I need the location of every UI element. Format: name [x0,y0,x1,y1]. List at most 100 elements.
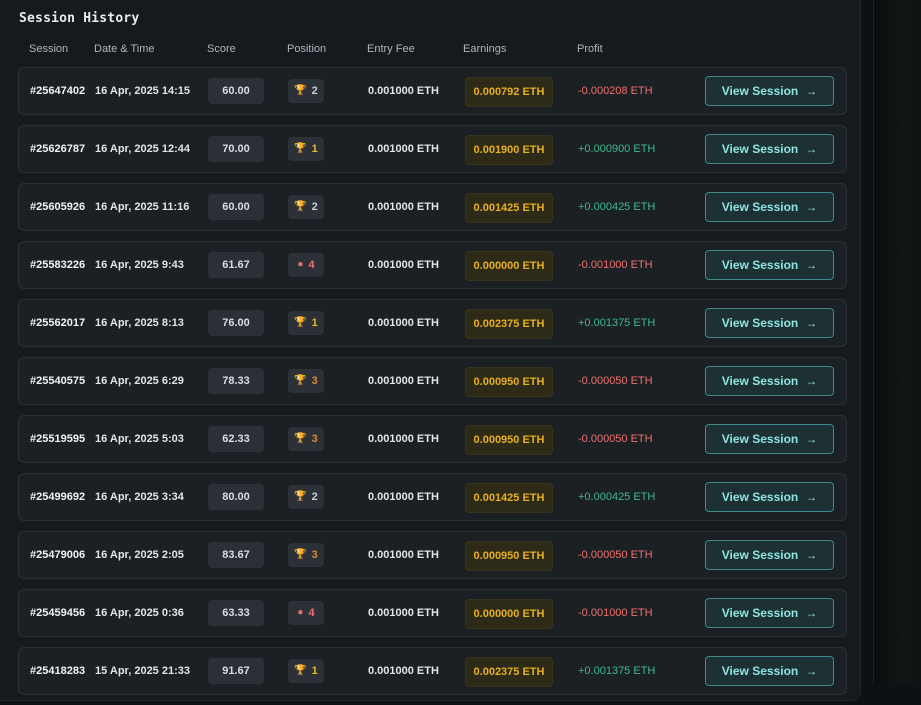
view-session-button[interactable]: View Session → [705,250,834,280]
earnings-badge: 0.000000 ETH [465,251,553,281]
view-session-label: View Session [721,84,799,98]
session-id: #25418283 [30,665,86,677]
view-session-label: View Session [721,664,799,678]
view-session-label: View Session [721,606,799,620]
profit-value: +0.000425 ETH [578,201,656,213]
position-value: 2 [311,491,318,503]
column-header-profit: Profit [577,43,603,55]
session-datetime: 16 Apr, 2025 11:16 [95,201,190,213]
column-header-position: Position [287,43,327,55]
view-session-button[interactable]: View Session → [705,192,834,222]
session-datetime: 16 Apr, 2025 2:05 [95,549,184,561]
column-header-entry-fee: Entry Fee [367,43,415,55]
session-datetime: 16 Apr, 2025 9:43 [95,259,184,271]
session-row: #25647402 16 Apr, 2025 14:15 60.00 🏆 2 0… [18,67,847,115]
score-badge: 91.67 [208,658,264,684]
session-id: #25583226 [30,259,86,271]
trophy-bronze-icon: 🏆 [294,433,307,444]
panel-title: Session History [19,11,140,26]
view-session-button[interactable]: View Session → [705,366,834,396]
session-datetime: 16 Apr, 2025 0:36 [95,607,184,619]
view-session-button[interactable]: View Session → [705,76,834,106]
arrow-right-icon: → [805,258,818,272]
trophy-bronze-icon: 🏆 [294,375,307,386]
profit-value: +0.000900 ETH [578,143,656,155]
view-session-label: View Session [721,374,799,388]
view-session-label: View Session [721,548,799,562]
column-header-session: Session [29,43,69,55]
arrow-right-icon: → [805,664,818,678]
earnings-badge: 0.001425 ETH [465,483,553,513]
position-value: 1 [311,665,318,677]
view-session-button[interactable]: View Session → [705,424,834,454]
session-list: #25647402 16 Apr, 2025 14:15 60.00 🏆 2 0… [18,67,847,705]
earnings-badge: 0.000000 ETH [465,599,553,629]
trophy-bronze-icon: 🏆 [294,549,307,560]
session-datetime: 16 Apr, 2025 3:34 [95,491,184,503]
trophy-silver-icon: 🏆 [294,201,307,212]
view-session-button[interactable]: View Session → [705,598,834,628]
session-id: #25499692 [30,491,86,503]
trophy-gold-icon: 🏆 [294,665,307,676]
no-place-icon: ● [297,259,304,270]
session-row: #25418283 15 Apr, 2025 21:33 91.67 🏆 1 0… [18,647,847,695]
session-datetime: 16 Apr, 2025 6:29 [95,375,184,387]
position-value: 1 [311,143,318,155]
position-badge: 🏆 3 [288,543,324,567]
arrow-right-icon: → [805,606,818,620]
position-badge: 🏆 2 [288,485,324,509]
arrow-right-icon: → [805,374,818,388]
score-badge: 60.00 [208,194,264,220]
profit-value: +0.000425 ETH [578,491,656,503]
session-row: #25540575 16 Apr, 2025 6:29 78.33 🏆 3 0.… [18,357,847,405]
session-id: #25459456 [30,607,86,619]
session-row: #25583226 16 Apr, 2025 9:43 61.67 ● 4 0.… [18,241,847,289]
earnings-badge: 0.000792 ETH [465,77,553,107]
position-value: 3 [311,549,318,561]
entry-fee: 0.001000 ETH [368,317,439,329]
position-value: 4 [308,607,315,619]
session-id: #25626787 [30,143,86,155]
profit-value: -0.001000 ETH [578,259,653,271]
view-session-button[interactable]: View Session → [705,656,834,686]
score-badge: 61.67 [208,252,264,278]
session-datetime: 15 Apr, 2025 21:33 [95,665,190,677]
session-datetime: 16 Apr, 2025 5:03 [95,433,184,445]
view-session-button[interactable]: View Session → [705,308,834,338]
view-session-label: View Session [721,258,799,272]
arrow-right-icon: → [805,84,818,98]
position-value: 2 [311,85,318,97]
view-session-label: View Session [721,316,799,330]
arrow-right-icon: → [805,548,818,562]
session-id: #25479006 [30,549,86,561]
session-datetime: 16 Apr, 2025 14:15 [95,85,190,97]
earnings-badge: 0.000950 ETH [465,425,553,455]
position-badge: 🏆 1 [288,659,324,683]
view-session-button[interactable]: View Session → [705,134,834,164]
session-row: #25499692 16 Apr, 2025 3:34 80.00 🏆 2 0.… [18,473,847,521]
column-header-earnings: Earnings [463,43,507,55]
session-id: #25605926 [30,201,86,213]
view-session-button[interactable]: View Session → [705,540,834,570]
position-badge: 🏆 3 [288,427,324,451]
earnings-badge: 0.001425 ETH [465,193,553,223]
earnings-badge: 0.000950 ETH [465,541,553,571]
entry-fee: 0.001000 ETH [368,201,439,213]
position-badge: ● 4 [288,253,324,277]
score-badge: 62.33 [208,426,264,452]
entry-fee: 0.001000 ETH [368,259,439,271]
entry-fee: 0.001000 ETH [368,491,439,503]
side-rail [873,0,921,683]
view-session-label: View Session [721,432,799,446]
profit-value: -0.000050 ETH [578,433,653,445]
session-datetime: 16 Apr, 2025 8:13 [95,317,184,329]
arrow-right-icon: → [805,432,818,446]
profit-value: -0.000208 ETH [578,85,653,97]
view-session-button[interactable]: View Session → [705,482,834,512]
profit-value: -0.000050 ETH [578,549,653,561]
position-value: 3 [311,375,318,387]
profit-value: -0.001000 ETH [578,607,653,619]
session-id: #25647402 [30,85,86,97]
column-header-score: Score [207,43,236,55]
score-badge: 60.00 [208,78,264,104]
